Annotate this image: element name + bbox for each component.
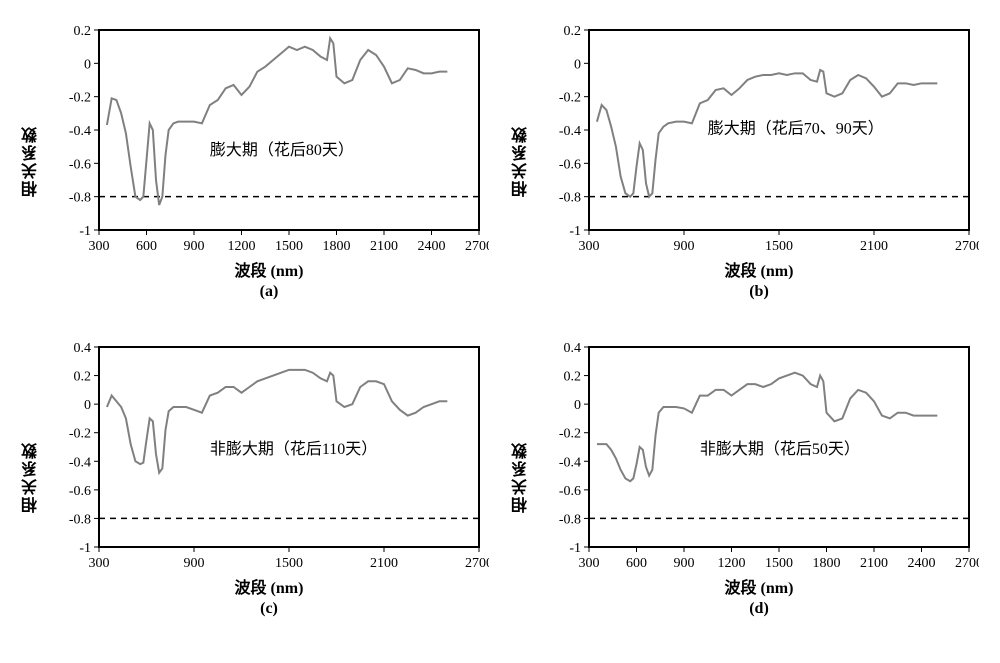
y-tick-label: -0.8 bbox=[69, 512, 91, 527]
y-tick-label: -1 bbox=[569, 224, 581, 239]
x-tick-label: 900 bbox=[184, 239, 205, 254]
y-axis-label: 相关系数 bbox=[510, 125, 534, 197]
chart-wrap: 相关系数 -1 -0.8 -0.6 -0.4 -0.2 0 0.2 0.4 300 900 1500 2… bbox=[20, 337, 490, 618]
annotation-text: 非膨大期（花后110天） bbox=[210, 440, 377, 458]
plot-column: -1 -0.8 -0.6 -0.4 -0.2 0 0.2 0.4 300 600 900 1200 15… bbox=[538, 337, 980, 618]
y-tick-label: 0 bbox=[574, 57, 581, 72]
x-tick-label: 2700 bbox=[955, 239, 979, 254]
y-tick-label: 0.2 bbox=[564, 24, 582, 39]
plot-svg-b: -1 -0.8 -0.6 -0.4 -0.2 0 0.2 300 900 1500 2100 2700… bbox=[539, 20, 979, 255]
x-tick-label: 300 bbox=[579, 239, 600, 254]
plot-column: -1 -0.8 -0.6 -0.4 -0.2 0 0.2 300 600 900 1200 1500 1… bbox=[48, 20, 490, 301]
y-tick-label: -0.6 bbox=[559, 157, 581, 172]
x-tick-label: 1200 bbox=[228, 239, 256, 254]
x-axis-label: 波段 (nm) bbox=[725, 257, 794, 281]
x-tick-label: 1500 bbox=[765, 239, 793, 254]
y-tick-label: -0.6 bbox=[559, 483, 581, 498]
chart-wrap: 相关系数 -1 -0.8 -0.6 -0.4 -0.2 0 0.2 300 900 1500 2100… bbox=[510, 20, 980, 301]
y-tick-label: 0.2 bbox=[74, 24, 92, 39]
x-tick-label: 1200 bbox=[718, 556, 746, 571]
chart-wrap: 相关系数 -1 -0.8 -0.6 -0.4 -0.2 0 0.2 300 600 900 1200 1… bbox=[20, 20, 490, 301]
y-tick-label: -0.2 bbox=[559, 91, 581, 106]
y-tick-label: -0.8 bbox=[559, 191, 581, 206]
subplot-label: (d) bbox=[749, 600, 769, 618]
x-tick-label: 300 bbox=[89, 556, 110, 571]
y-tick-label: -0.2 bbox=[69, 426, 91, 441]
x-tick-label: 2700 bbox=[465, 556, 489, 571]
annotation-text: 非膨大期（花后50天） bbox=[700, 440, 860, 458]
x-axis-label: 波段 (nm) bbox=[725, 574, 794, 598]
plot-svg-a: -1 -0.8 -0.6 -0.4 -0.2 0 0.2 300 600 900 1200 1500 1… bbox=[49, 20, 489, 255]
y-tick-label: 0.2 bbox=[564, 369, 582, 384]
plot-svg-c: -1 -0.8 -0.6 -0.4 -0.2 0 0.2 0.4 300 900 1500 2100 2… bbox=[49, 337, 489, 572]
subplot-label: (b) bbox=[749, 283, 769, 301]
y-tick-label: -0.4 bbox=[69, 124, 91, 139]
y-tick-label: 0 bbox=[84, 57, 91, 72]
chart-wrap: 相关系数 -1 -0.8 -0.6 -0.4 -0.2 0 0.2 0.4 300 600 900 12… bbox=[510, 337, 980, 618]
plot-column: -1 -0.8 -0.6 -0.4 -0.2 0 0.2 300 900 1500 2100 2700… bbox=[538, 20, 980, 301]
y-axis-label: 相关系数 bbox=[510, 441, 534, 513]
chart-grid: 相关系数 -1 -0.8 -0.6 -0.4 -0.2 0 0.2 300 600 900 1200 1… bbox=[20, 20, 980, 643]
y-tick-label: 0.2 bbox=[74, 369, 92, 384]
x-tick-label: 300 bbox=[89, 239, 110, 254]
x-tick-label: 2100 bbox=[860, 556, 888, 571]
panel-d: 相关系数 -1 -0.8 -0.6 -0.4 -0.2 0 0.2 0.4 300 600 900 12… bbox=[510, 337, 980, 644]
panel-c: 相关系数 -1 -0.8 -0.6 -0.4 -0.2 0 0.2 0.4 300 900 1500 2… bbox=[20, 337, 490, 644]
x-tick-label: 2100 bbox=[860, 239, 888, 254]
annotation-text: 膨大期（花后80天） bbox=[210, 141, 354, 159]
y-tick-label: -0.6 bbox=[69, 483, 91, 498]
plot-svg-d: -1 -0.8 -0.6 -0.4 -0.2 0 0.2 0.4 300 600 900 1200 15… bbox=[539, 337, 979, 572]
x-tick-label: 1500 bbox=[765, 556, 793, 571]
x-tick-label: 600 bbox=[136, 239, 157, 254]
x-tick-label: 2700 bbox=[465, 239, 489, 254]
series-line bbox=[107, 38, 447, 205]
x-tick-label: 2400 bbox=[908, 556, 936, 571]
x-tick-label: 1500 bbox=[275, 239, 303, 254]
x-axis-label: 波段 (nm) bbox=[235, 574, 304, 598]
plot-column: -1 -0.8 -0.6 -0.4 -0.2 0 0.2 0.4 300 900 1500 2100 2… bbox=[48, 337, 490, 618]
x-tick-label: 1800 bbox=[813, 556, 841, 571]
series-line bbox=[597, 372, 937, 481]
y-tick-label: -0.2 bbox=[559, 426, 581, 441]
x-tick-label: 1800 bbox=[323, 239, 351, 254]
y-tick-label: -0.4 bbox=[69, 455, 91, 470]
subplot-label: (c) bbox=[260, 600, 278, 618]
plot-border bbox=[99, 30, 479, 230]
y-tick-label: -0.4 bbox=[559, 124, 581, 139]
y-tick-label: -0.8 bbox=[559, 512, 581, 527]
y-tick-label: 0 bbox=[574, 398, 581, 413]
y-tick-label: 0.4 bbox=[564, 341, 582, 356]
y-tick-label: -0.2 bbox=[69, 91, 91, 106]
x-tick-label: 2700 bbox=[955, 556, 979, 571]
annotation-text: 膨大期（花后70、90天） bbox=[708, 119, 884, 137]
panel-a: 相关系数 -1 -0.8 -0.6 -0.4 -0.2 0 0.2 300 600 900 1200 1… bbox=[20, 20, 490, 327]
panel-b: 相关系数 -1 -0.8 -0.6 -0.4 -0.2 0 0.2 300 900 1500 2100… bbox=[510, 20, 980, 327]
subplot-label: (a) bbox=[260, 283, 279, 301]
x-axis-label: 波段 (nm) bbox=[235, 257, 304, 281]
y-tick-label: -1 bbox=[79, 541, 91, 556]
y-tick-label: -1 bbox=[569, 541, 581, 556]
y-tick-label: -0.4 bbox=[559, 455, 581, 470]
x-tick-label: 2100 bbox=[370, 556, 398, 571]
x-tick-label: 2100 bbox=[370, 239, 398, 254]
x-tick-label: 900 bbox=[674, 556, 695, 571]
x-tick-label: 900 bbox=[674, 239, 695, 254]
x-tick-label: 300 bbox=[579, 556, 600, 571]
y-tick-label: -0.8 bbox=[69, 191, 91, 206]
y-tick-label: -1 bbox=[79, 224, 91, 239]
y-axis-label: 相关系数 bbox=[20, 125, 44, 197]
y-tick-label: 0.4 bbox=[74, 341, 92, 356]
y-tick-label: 0 bbox=[84, 398, 91, 413]
x-tick-label: 2400 bbox=[418, 239, 446, 254]
x-tick-label: 1500 bbox=[275, 556, 303, 571]
x-tick-label: 900 bbox=[184, 556, 205, 571]
y-axis-label: 相关系数 bbox=[20, 441, 44, 513]
x-tick-label: 600 bbox=[626, 556, 647, 571]
y-tick-label: -0.6 bbox=[69, 157, 91, 172]
